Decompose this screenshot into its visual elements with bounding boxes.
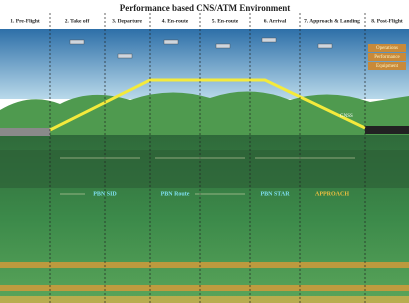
bottom-band	[0, 296, 409, 303]
phase-label: 2. Take off	[65, 18, 90, 24]
runway-left	[0, 128, 50, 136]
navigation-label: PBN Route	[161, 191, 190, 197]
legend-item: Operations	[376, 46, 398, 51]
gnss-label: GNSS	[340, 114, 353, 119]
sky	[0, 29, 409, 99]
phase-label: 7. Approach & Landing	[304, 18, 360, 24]
phase-label: 3. Departure	[112, 18, 142, 24]
navigation-label: APPROACH	[315, 191, 349, 197]
runway-right	[365, 126, 409, 134]
surveillance-band	[0, 262, 409, 268]
phase-label: 8. Post-Flight	[371, 18, 403, 24]
legend-item: Performance	[374, 55, 400, 60]
gnss-band	[0, 285, 409, 291]
phase-label: 6. Arrival	[264, 18, 287, 24]
phase-label: 1. Pre-Flight	[10, 18, 40, 24]
phase-label: 4. En-route	[162, 18, 189, 24]
navigation-label: PBN SID	[93, 191, 117, 197]
diagram: Performance based CNS/ATM Environment Op…	[0, 0, 409, 303]
legend-item: Equipment	[376, 64, 399, 69]
navigation-label: PBN STAR	[260, 191, 290, 197]
phase-label: 5. En-route	[212, 18, 239, 24]
communication-band	[0, 150, 409, 188]
legend: Operations Performance Equipment	[368, 44, 406, 70]
title: Performance based CNS/ATM Environment	[120, 3, 290, 13]
